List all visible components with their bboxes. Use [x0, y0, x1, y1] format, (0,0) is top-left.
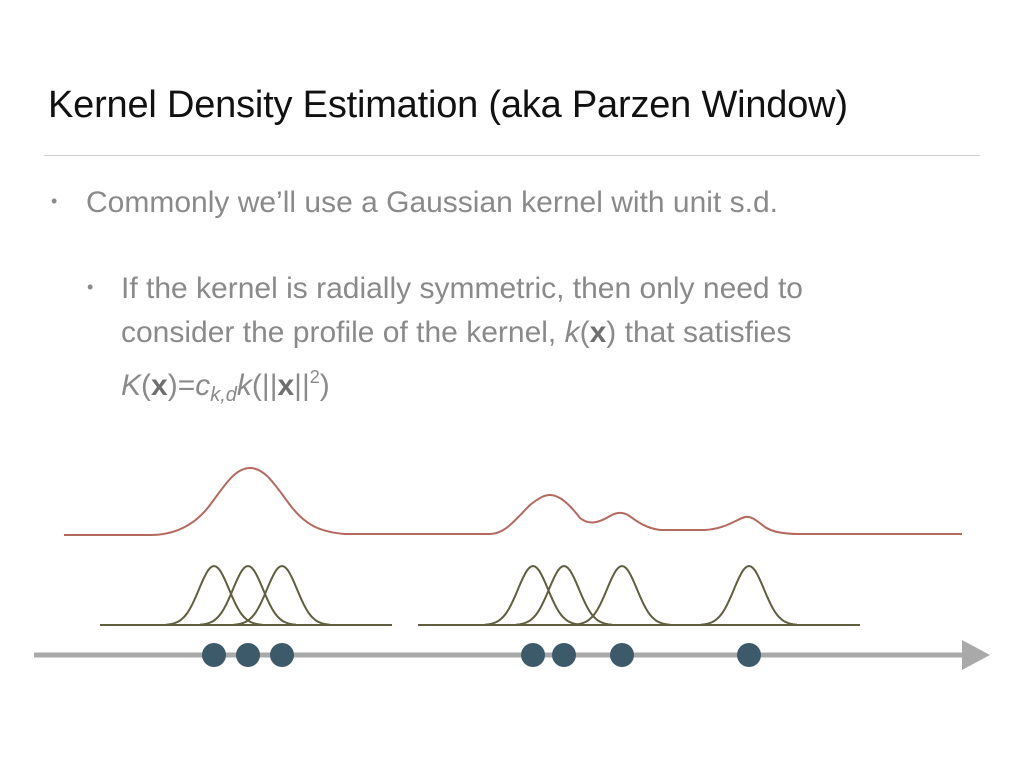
bullet-2: If the kernel is radially symmetric, the… — [121, 267, 961, 417]
sample-point-2 — [236, 643, 260, 667]
kernel-curve-7 — [700, 564, 798, 626]
vector-x-symbol: x — [589, 316, 607, 349]
kde-diagram — [34, 466, 990, 670]
title-divider — [44, 155, 980, 156]
bullet-2-line-3: K(x)=ck,dk(||x||2) — [121, 355, 961, 417]
kernel-curve-1 — [165, 564, 263, 626]
kernel-curve-2 — [199, 564, 297, 626]
norm-close: || — [294, 369, 310, 402]
norm-open: (|| — [251, 369, 278, 402]
paren-close: ) — [319, 369, 330, 402]
vector-x-symbol-3: x — [277, 369, 295, 402]
sample-point-1 — [202, 643, 226, 667]
profile-k-symbol: k — [564, 316, 580, 349]
bullet-1: Commonly we’ll use a Gaussian kernel wit… — [86, 186, 778, 219]
equals-sign: )= — [167, 369, 196, 402]
kernel-K-symbol: K — [121, 369, 142, 402]
bullet-2-line-2-prefix: consider the profile of the kernel, — [121, 316, 565, 349]
sample-point-4 — [521, 643, 545, 667]
sample-point-5 — [552, 643, 576, 667]
kernel-curve-3 — [233, 564, 331, 626]
kernel-curves — [165, 564, 798, 626]
squared-superscript: 2 — [309, 367, 320, 387]
profile-k-symbol-2: k — [236, 369, 252, 402]
constant-c-symbol: c — [195, 369, 211, 402]
vector-x-symbol-2: x — [151, 369, 168, 402]
bullet-2-line-2: consider the profile of the kernel, k(x)… — [121, 311, 961, 355]
x-axis-arrow-icon — [962, 640, 990, 670]
sample-point-3 — [270, 643, 294, 667]
kernel-curve-4 — [484, 564, 582, 626]
bullet-dot-1: • — [51, 191, 58, 211]
paren-open: ( — [579, 316, 590, 349]
constant-subscript: k,d — [210, 384, 237, 406]
bullet-dot-2: • — [87, 277, 94, 297]
density-curve — [64, 466, 962, 536]
bullet-2-line-2-suffix: ) that satisfies — [606, 316, 792, 349]
kernel-curve-6 — [573, 564, 671, 626]
sample-points — [202, 643, 761, 667]
bullet-2-line-1: If the kernel is radially symmetric, the… — [121, 272, 803, 305]
sample-point-6 — [610, 643, 634, 667]
paren-open-2: ( — [141, 369, 152, 402]
slide-title: Kernel Density Estimation (aka Parzen Wi… — [48, 84, 848, 126]
sample-point-7 — [737, 643, 761, 667]
kernel-curve-5 — [515, 564, 613, 626]
